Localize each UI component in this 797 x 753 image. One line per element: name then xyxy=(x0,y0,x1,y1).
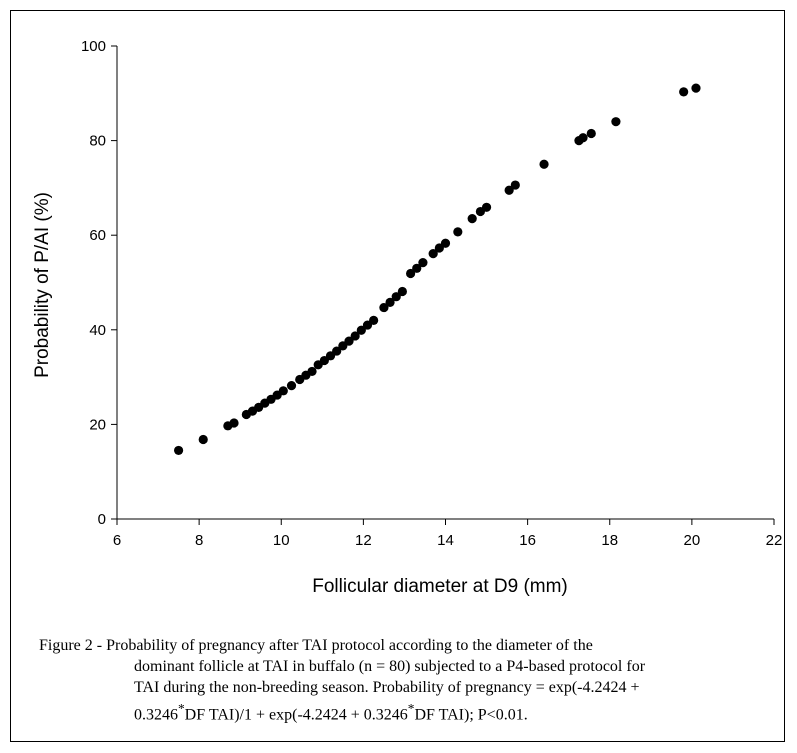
data-point xyxy=(453,227,463,237)
data-point xyxy=(397,286,407,297)
data-point xyxy=(691,83,701,93)
y-tick-label: 80 xyxy=(89,133,106,150)
caption-superscript: * xyxy=(407,701,415,716)
caption-text: 0.3246 xyxy=(134,706,178,724)
data-point xyxy=(356,325,366,335)
data-point xyxy=(307,366,317,377)
data-point xyxy=(405,268,416,279)
caption-line-4: 0.3246*DF TAI)/1 + exp(-4.2424 + 0.3246*… xyxy=(39,698,779,725)
data-point xyxy=(679,87,689,97)
data-point xyxy=(369,315,379,325)
x-tick-label: 18 xyxy=(601,532,618,549)
data-point xyxy=(412,263,422,273)
x-tick-label: 22 xyxy=(766,532,783,549)
data-point xyxy=(332,346,342,356)
data-point xyxy=(586,128,596,139)
y-tick-label: 0 xyxy=(98,511,106,528)
y-axis-label: Probability of P/AI (%) xyxy=(32,192,53,378)
data-point xyxy=(198,434,208,445)
caption-superscript: * xyxy=(178,701,185,716)
y-tick-label: 60 xyxy=(89,227,106,244)
chart-points xyxy=(173,83,701,456)
caption-line-3: TAI during the non-breeding season. Prob… xyxy=(134,679,640,696)
x-tick-label: 10 xyxy=(273,532,290,549)
caption-line-1: Figure 2 - Probability of pregnancy afte… xyxy=(39,637,593,654)
caption-text: DF TAI)/1 + exp(-4.2424 + 0.3246 xyxy=(184,706,408,724)
figure-frame: 6 8 10 12 14 16 18 20 22 0 20 40 60 80 100 Follicular … xyxy=(10,10,785,742)
data-point xyxy=(286,381,297,391)
data-point xyxy=(539,159,549,169)
data-point xyxy=(418,258,428,268)
x-tick-label: 20 xyxy=(684,532,701,549)
data-point xyxy=(504,185,514,195)
data-point xyxy=(391,292,401,302)
x-axis-label: Follicular diameter at D9 (mm) xyxy=(312,576,568,597)
data-point xyxy=(173,445,184,456)
scatter-chart: 6 8 10 12 14 16 18 20 22 0 20 40 60 80 100 Follicular … xyxy=(32,38,782,597)
x-tick-label: 6 xyxy=(113,532,121,549)
data-point xyxy=(350,331,360,341)
data-point xyxy=(611,117,621,127)
y-tick-label: 20 xyxy=(89,416,106,433)
figure-caption: Figure 2 - Probability of pregnancy afte… xyxy=(39,635,779,725)
data-point xyxy=(229,418,239,428)
y-tick-label: 100 xyxy=(81,38,106,55)
chart-axes xyxy=(116,46,774,520)
x-tick-label: 14 xyxy=(437,532,454,549)
data-point xyxy=(344,336,354,346)
data-point xyxy=(578,133,588,143)
x-tick-label: 16 xyxy=(519,532,536,549)
data-point xyxy=(440,238,451,248)
caption-text: DF TAI); P<0.01. xyxy=(414,706,528,724)
x-tick-label: 8 xyxy=(195,532,203,549)
x-tick-label: 12 xyxy=(355,532,372,549)
data-point xyxy=(278,386,288,396)
data-point xyxy=(510,180,520,190)
data-point xyxy=(481,202,492,212)
data-point xyxy=(385,297,395,307)
caption-line-2: dominant follicle at TAI in buffalo (n =… xyxy=(134,658,646,675)
y-tick-label: 40 xyxy=(89,322,106,339)
data-point xyxy=(467,214,477,224)
chart-ticks: 6 8 10 12 14 16 18 20 22 0 20 40 60 80 100 xyxy=(81,38,782,549)
data-point xyxy=(379,302,389,313)
data-point xyxy=(428,249,438,259)
